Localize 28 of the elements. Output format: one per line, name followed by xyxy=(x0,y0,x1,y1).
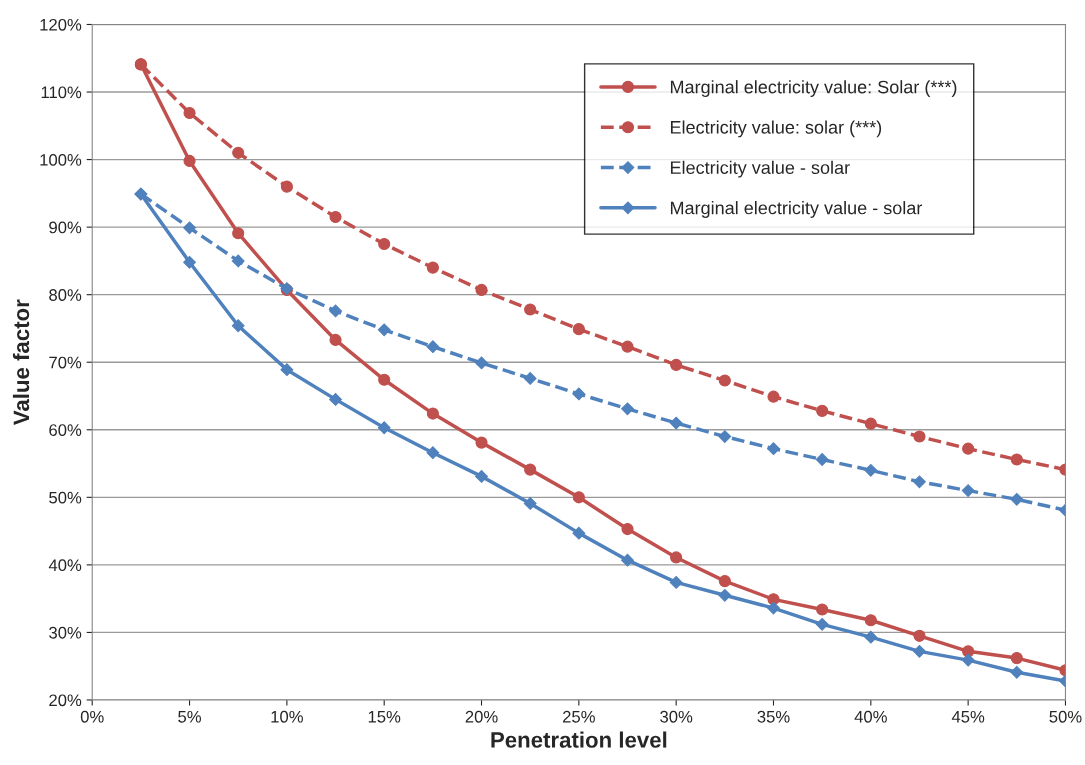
y-tick-label: 100% xyxy=(40,153,82,166)
x-tick-label: 25% xyxy=(563,710,595,723)
legend-label: Marginal electricity value - solar xyxy=(670,201,923,218)
x-tick-label: 15% xyxy=(368,710,401,723)
x-tick-label: 10% xyxy=(271,710,303,723)
x-tick-label: 45% xyxy=(951,710,985,723)
y-tick-label: 60% xyxy=(49,424,82,436)
y-tick-label: 120% xyxy=(40,18,82,31)
x-tick-label: 30% xyxy=(660,710,693,723)
x-tick-label: 50% xyxy=(1049,710,1082,723)
y-tick-label: 20% xyxy=(49,694,82,707)
legend-label: Electricity value - solar xyxy=(670,160,850,178)
x-axis-title: Penetration level xyxy=(491,731,667,748)
y-tick-label: 30% xyxy=(49,626,82,639)
y-axis-title: Value factor xyxy=(12,299,30,426)
x-tick-label: 35% xyxy=(757,710,790,723)
x-tick-label: 0% xyxy=(80,710,104,723)
x-tick-label: 40% xyxy=(854,710,887,723)
y-tick-label: 110% xyxy=(41,86,82,99)
x-tick-label: 5% xyxy=(178,710,201,723)
y-tick-label: 40% xyxy=(48,559,82,572)
legend-label: Marginal electricity value: Solar (***) xyxy=(670,80,957,97)
y-tick-label: 80% xyxy=(49,289,82,301)
y-tick-label: 70% xyxy=(49,356,82,369)
x-tick-label: 20% xyxy=(465,710,498,723)
y-tick-label: 90% xyxy=(49,221,82,234)
y-tick-label: 50% xyxy=(49,491,82,504)
legend-label: Electricity value: solar (***) xyxy=(670,120,882,138)
